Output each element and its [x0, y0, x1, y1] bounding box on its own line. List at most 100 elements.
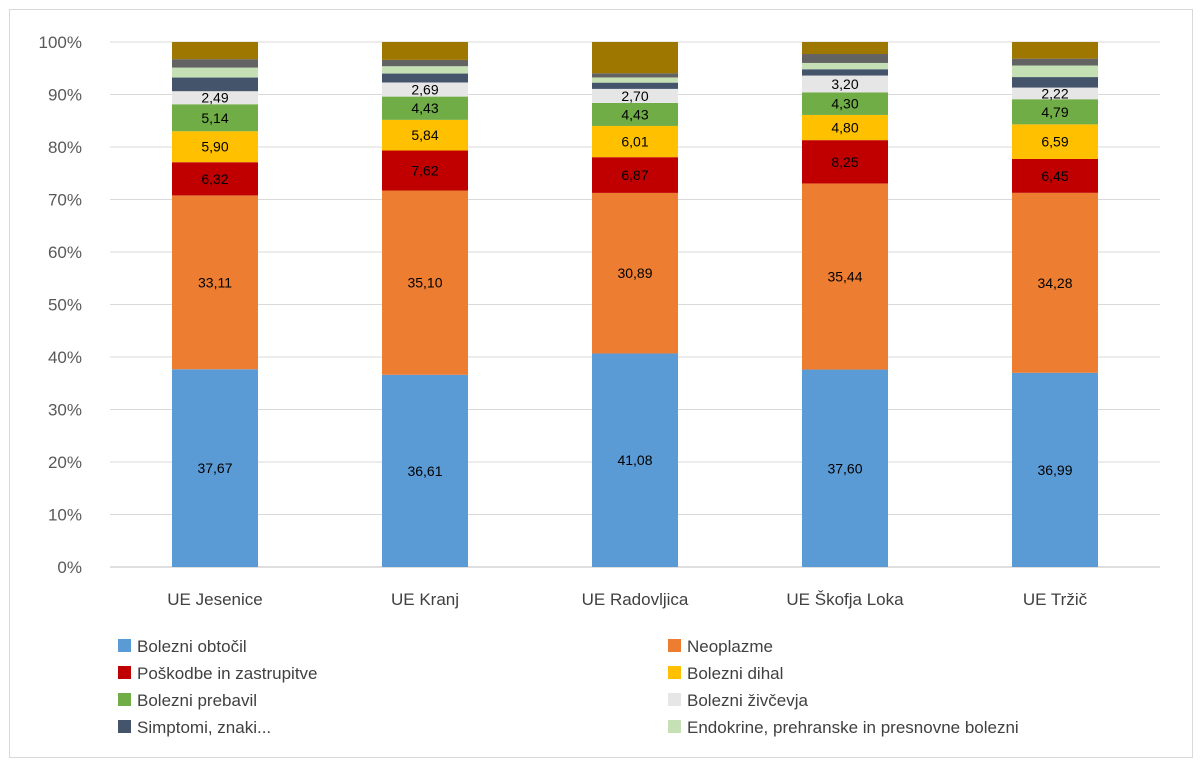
- data-label: 5,14: [201, 110, 228, 126]
- y-tick-label: 50%: [48, 296, 82, 315]
- data-label: 4,79: [1041, 104, 1068, 120]
- y-tick-label: 100%: [39, 33, 82, 52]
- data-label: 4,30: [831, 96, 858, 112]
- bar-segment-poskodbe-in-zastrupitve: [592, 157, 678, 193]
- bar-segment-endokrine-prehranske-in-presnovne-bolezni: [592, 77, 678, 83]
- data-label: 36,99: [1037, 462, 1072, 478]
- bar-segment-bolezni-dihal: [172, 131, 258, 163]
- bar-segment-poskodbe-in-zastrupitve: [172, 162, 258, 196]
- bar-segment-bolezni-zivcevja: [802, 75, 888, 93]
- data-label: 33,11: [198, 274, 232, 290]
- bar-segment-neoplazme: [802, 183, 888, 370]
- bar-segment-bolezni-obtocil: [592, 353, 678, 567]
- bar-segment-bolezni-prebavil: [802, 92, 888, 115]
- legend-swatch: [118, 639, 131, 652]
- y-tick-label: 90%: [48, 86, 82, 105]
- y-tick-label: 10%: [48, 506, 82, 525]
- bar-segment-neoplazme: [1012, 192, 1098, 373]
- y-tick-label: 70%: [48, 191, 82, 210]
- bar-segment-poskodbe-in-zastrupitve: [1012, 158, 1098, 193]
- bar-segment-bolezni-prebavil: [592, 102, 678, 126]
- legend-swatch: [118, 720, 131, 733]
- data-label: 6,59: [1041, 134, 1068, 150]
- bar-segment-bolezni-zivcevja: [592, 88, 678, 103]
- data-label: 2,49: [201, 90, 228, 106]
- data-label: 36,61: [407, 463, 442, 479]
- bar-segment-bolezni-zivcevja: [172, 91, 258, 105]
- bar-segment-neoplazme: [382, 190, 468, 375]
- bar-segment-series-10: [802, 42, 888, 55]
- bar-segment-series-9: [592, 73, 678, 78]
- bar-segment-series-10: [382, 42, 468, 60]
- legend-label-neoplazme: Neoplazme: [687, 637, 773, 656]
- legend-swatch: [668, 639, 681, 652]
- data-label: 37,60: [827, 460, 862, 476]
- legend-label-bolezni-prebavil: Bolezni prebavil: [137, 691, 257, 710]
- bar-segment-series-9: [382, 59, 468, 67]
- bar-segment-bolezni-dihal: [382, 119, 468, 151]
- bar-segment-neoplazme: [172, 195, 258, 370]
- bar-segment-endokrine-prehranske-in-presnovne-bolezni: [1012, 65, 1098, 78]
- data-label: 2,70: [621, 88, 648, 104]
- bar-segment-bolezni-prebavil: [1012, 99, 1098, 125]
- legend-swatch: [118, 666, 131, 679]
- data-label: 35,10: [407, 275, 442, 291]
- bar-segment-simptomi-znaki: [592, 82, 678, 89]
- bar-segment-poskodbe-in-zastrupitve: [382, 150, 468, 191]
- bar-segment-bolezni-prebavil: [172, 104, 258, 132]
- data-label: 37,67: [197, 460, 232, 476]
- bar-segment-bolezni-zivcevja: [382, 82, 468, 97]
- y-tick-label: 80%: [48, 138, 82, 157]
- data-label: 6,45: [1041, 168, 1068, 184]
- bar-segment-bolezni-obtocil: [1012, 372, 1098, 567]
- legend-swatch: [118, 693, 131, 706]
- bar-segment-bolezni-dihal: [1012, 124, 1098, 159]
- data-label: 41,08: [617, 452, 652, 468]
- data-label: 2,22: [1041, 85, 1068, 101]
- bar-segments: [172, 42, 1098, 567]
- legend-label-poskodbe-in-zastrupitve: Poškodbe in zastrupitve: [137, 664, 318, 683]
- x-category-label: UE Radovljica: [582, 590, 689, 609]
- bar-segment-series-9: [802, 54, 888, 63]
- bar-segment-series-10: [1012, 42, 1098, 59]
- data-label: 7,62: [411, 163, 438, 179]
- bar-segment-simptomi-znaki: [172, 77, 258, 92]
- bar-segment-neoplazme: [592, 192, 678, 354]
- bar-segment-bolezni-dihal: [592, 125, 678, 158]
- data-label: 4,43: [621, 106, 648, 122]
- data-label: 30,89: [617, 265, 652, 281]
- data-label: 2,69: [411, 82, 438, 98]
- bar-segment-bolezni-obtocil: [172, 369, 258, 567]
- legend-swatch: [668, 720, 681, 733]
- legend-swatch: [668, 666, 681, 679]
- x-category-label: UE Tržič: [1023, 590, 1088, 609]
- bar-segment-series-9: [1012, 58, 1098, 66]
- x-category-label: UE Jesenice: [167, 590, 262, 609]
- data-label: 34,28: [1037, 275, 1072, 291]
- data-label: 6,32: [201, 171, 228, 187]
- y-tick-label: 30%: [48, 401, 82, 420]
- data-label: 5,84: [411, 127, 438, 143]
- bar-segment-bolezni-obtocil: [802, 369, 888, 567]
- data-label: 6,01: [621, 134, 648, 150]
- bar-segment-series-10: [592, 42, 678, 74]
- legend-swatch: [668, 693, 681, 706]
- x-category-label: UE Kranj: [391, 590, 459, 609]
- axes: 0% 10% 20% 30% 40% 50% 60% 70% 80% 90% 100% UE Jese…: [39, 33, 1088, 609]
- legend-label-endokrine-prehranske-in-presnovne-bolezni: Endokrine, prehranske in presnovne bolez…: [687, 718, 1019, 737]
- data-label: 4,80: [831, 120, 858, 136]
- bar-segment-bolezni-prebavil: [382, 96, 468, 120]
- data-label: 6,87: [621, 167, 648, 183]
- legend-label-bolezni-obtocil: Bolezni obtočil: [137, 637, 247, 656]
- bar-segment-simptomi-znaki: [1012, 77, 1098, 88]
- y-tick-label: 0%: [57, 558, 82, 577]
- bar-segment-series-9: [172, 59, 258, 68]
- bar-segment-bolezni-zivcevja: [1012, 87, 1098, 100]
- x-category-label: UE Škofja Loka: [786, 590, 904, 609]
- bar-segment-bolezni-obtocil: [382, 374, 468, 567]
- bar-segment-endokrine-prehranske-in-presnovne-bolezni: [172, 67, 258, 78]
- data-label: 5,90: [201, 139, 228, 155]
- bar-segment-poskodbe-in-zastrupitve: [802, 140, 888, 184]
- y-tick-label: 60%: [48, 243, 82, 262]
